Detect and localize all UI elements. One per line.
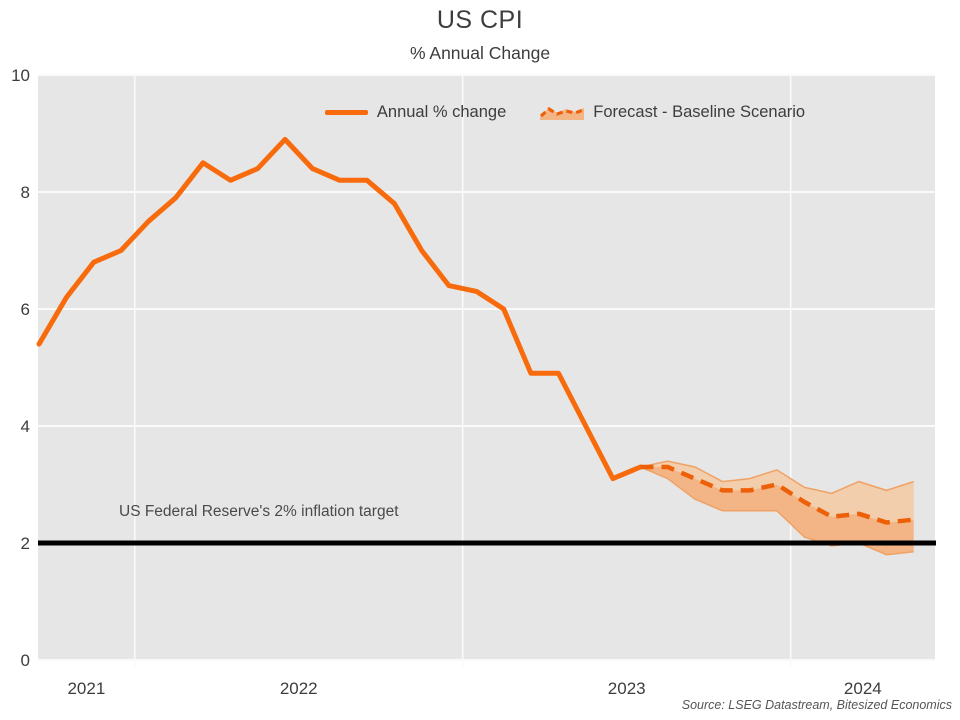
inflation-target-annotation: US Federal Reserve's 2% inflation target (119, 503, 399, 520)
source-credit: Source: LSEG Datastream, Bitesized Econo… (681, 698, 952, 712)
y-tick-label: 10 (11, 66, 30, 85)
legend-item-annual: Annual % change (324, 103, 507, 122)
forecast-line (640, 464, 914, 525)
legend-item-forecast: Forecast - Baseline Scenario (540, 103, 805, 122)
y-tick-label: 8 (21, 183, 30, 202)
chart-legend: Annual % change Forecast - Baseline Scen… (0, 103, 960, 122)
legend-item-annual-label: Annual % change (376, 103, 507, 121)
chart-subtitle: % Annual Change (409, 43, 551, 63)
forecast-band-upper (640, 461, 914, 523)
annual-line-swatch (324, 110, 368, 115)
x-tick-label: 2023 (608, 679, 646, 698)
x-tick-label: 2022 (280, 679, 318, 698)
band-edge-lower (640, 466, 914, 556)
x-tick-label: 2021 (67, 679, 105, 698)
y-tick-label: 4 (21, 417, 30, 436)
legend-item-forecast-label: Forecast - Baseline Scenario (593, 103, 806, 121)
page-title: US CPI (436, 6, 524, 34)
annual-line (36, 136, 643, 482)
forecast-band-swatch (540, 106, 585, 120)
x-tick-label: 2024 (844, 679, 882, 698)
y-tick-label: 6 (21, 300, 30, 319)
plot-area (38, 75, 935, 660)
band-edge-upper (640, 460, 914, 495)
y-tick-label: 2 (21, 534, 30, 553)
y-tick-label: 0 (21, 651, 30, 670)
